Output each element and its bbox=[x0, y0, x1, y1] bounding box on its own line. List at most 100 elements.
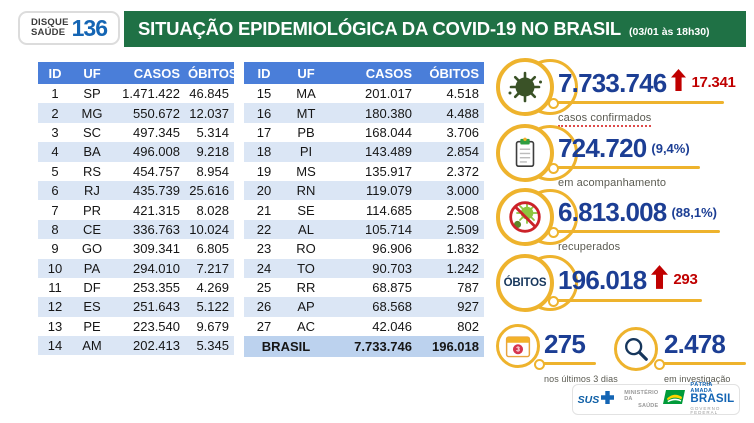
table-cell: 3.706 bbox=[446, 124, 479, 140]
table-cell: PI bbox=[299, 144, 313, 160]
report-timestamp: (03/01 às 18h30) bbox=[629, 26, 710, 38]
table-cell: RS bbox=[82, 163, 102, 179]
sus-label: SUS bbox=[577, 393, 600, 406]
table-row: 23 RO 96.906 1.832 bbox=[244, 239, 484, 259]
logo-number: 136 bbox=[71, 14, 108, 41]
table-cell: 201.017 bbox=[365, 86, 412, 102]
table-cell: 15 bbox=[256, 86, 272, 102]
calendar-badge: 3 bbox=[516, 347, 520, 354]
table-header: ID UF CASOS ÓBITOS bbox=[244, 62, 484, 84]
table-cell: MA bbox=[296, 86, 316, 102]
table-cell: 9 bbox=[51, 241, 59, 257]
yellow-underline bbox=[548, 97, 724, 109]
states-table-left: ID UF CASOS ÓBITOS 1 SP 1.471.422 46.845 2 MG… bbox=[38, 62, 238, 356]
table-cell: 6.805 bbox=[196, 241, 229, 257]
table-cell: SE bbox=[297, 202, 315, 218]
table-row: 17 PB 168.044 3.706 bbox=[244, 122, 484, 143]
virus-icon bbox=[496, 58, 554, 116]
table-row: 4 BA 496.008 9.218 bbox=[38, 142, 234, 162]
table-cell: 96.906 bbox=[372, 241, 412, 257]
col-uf: UF bbox=[83, 65, 101, 81]
ministry-line2: SAÚDE bbox=[638, 402, 659, 409]
table-cell: 7 bbox=[51, 202, 59, 218]
table-row: 8 CE 336.763 10.024 bbox=[38, 219, 234, 240]
table-cell: 309.341 bbox=[133, 241, 180, 257]
table-cell: 550.672 bbox=[133, 105, 180, 121]
table-cell: MT bbox=[296, 105, 316, 121]
yellow-underline bbox=[548, 226, 720, 238]
table-cell: 9.679 bbox=[196, 318, 229, 334]
table-cell: AL bbox=[298, 221, 314, 237]
table-cell: 5 bbox=[51, 163, 59, 179]
table-cell: 22 bbox=[256, 221, 272, 237]
table-row: 20 RN 119.079 3.000 bbox=[244, 180, 484, 201]
table-row: 6 RJ 435.739 25.616 bbox=[38, 180, 234, 201]
table-cell: 119.079 bbox=[365, 183, 412, 199]
ministry-line1: MINISTÉRIO DA bbox=[624, 390, 659, 403]
table-cell: 3 bbox=[51, 124, 59, 140]
table-cell: 12 bbox=[47, 299, 63, 315]
table-cell: RR bbox=[296, 280, 316, 296]
table-cell: 16 bbox=[256, 105, 272, 121]
stat-recovered: 6.813.008 (88,1%) recuperados bbox=[494, 186, 754, 253]
table-cell: 6 bbox=[51, 183, 59, 199]
table-cell: 17 bbox=[256, 124, 272, 140]
monitoring-percent: (9,4%) bbox=[651, 140, 690, 156]
confirmed-value: 7.733.746 bbox=[558, 67, 667, 98]
table-row: 19 MS 135.917 2.372 bbox=[244, 161, 484, 181]
col-casos: CASOS bbox=[365, 65, 412, 81]
table-cell: 20 bbox=[256, 183, 272, 199]
table-header: ID UF CASOS ÓBITOS bbox=[38, 62, 238, 84]
table-cell: 2.509 bbox=[446, 221, 479, 237]
table-cell: AM bbox=[82, 338, 102, 354]
logo-line1: DISQUE bbox=[31, 17, 69, 29]
deaths-value: 196.018 bbox=[558, 264, 647, 295]
brand-sub-label: GOVERNO FEDERAL bbox=[690, 405, 721, 416]
stat-monitoring: 724.720 (9,4%) em acompanhamento bbox=[494, 122, 754, 189]
obitos-circle-icon: ÓBITOS bbox=[496, 254, 554, 312]
total-obitos: 196.018 bbox=[432, 339, 479, 355]
table-row: 21 SE 114.685 2.508 bbox=[244, 200, 484, 220]
table-cell: 10.024 bbox=[189, 221, 229, 237]
table-cell: 1.832 bbox=[446, 241, 479, 257]
table-row: 24 TO 90.703 1.242 bbox=[244, 258, 484, 278]
table-cell: 10 bbox=[47, 260, 63, 276]
table-cell: 8.954 bbox=[196, 163, 229, 179]
table-cell: MG bbox=[81, 105, 103, 121]
table-cell: 46.845 bbox=[189, 86, 229, 102]
table-cell: 223.540 bbox=[133, 318, 180, 334]
table-cell: SP bbox=[83, 86, 101, 102]
recovered-icon-wrap bbox=[496, 188, 578, 252]
recovered-value: 6.813.008 bbox=[558, 197, 667, 227]
table-cell: 25.616 bbox=[189, 183, 229, 199]
table-cell: 5.122 bbox=[196, 299, 229, 315]
table-cell: 9.218 bbox=[196, 144, 229, 160]
deaths-icon-wrap: ÓBITOS bbox=[496, 254, 578, 318]
yellow-underline bbox=[548, 162, 700, 174]
table-row: 16 MT 180.380 4.488 bbox=[244, 103, 484, 123]
table-cell: 802 bbox=[457, 318, 479, 334]
disque-saude-136-logo: DISQUE SAÚDE 136 bbox=[18, 11, 120, 45]
table-cell: 90.703 bbox=[372, 260, 412, 276]
table-row: 5 RS 454.757 8.954 bbox=[38, 161, 234, 181]
table-cell: 4.518 bbox=[446, 86, 479, 102]
table-cell: 5.345 bbox=[196, 338, 229, 354]
patria-amada-brasil-logo: PÁTRIA AMADA BRASIL GOVERNO FEDERAL bbox=[690, 383, 734, 416]
table-cell: 11 bbox=[48, 280, 62, 296]
magnifier-icon-wrap bbox=[614, 327, 678, 391]
total-casos: 7.733.746 bbox=[354, 339, 412, 355]
clipboard-icon bbox=[496, 124, 554, 182]
stat-last-3-days: 3 275 nos últimos 3 dias bbox=[494, 320, 618, 390]
disque-saude-label: DISQUE SAÚDE bbox=[31, 18, 69, 37]
table-cell: 253.355 bbox=[133, 280, 180, 296]
magnifier-icon bbox=[614, 327, 658, 371]
table-cell: 294.010 bbox=[133, 260, 180, 276]
table-cell: 12.037 bbox=[189, 105, 229, 121]
brasil-total-row: BRASIL 7.733.746 196.018 bbox=[244, 336, 484, 358]
table-cell: AC bbox=[296, 318, 316, 334]
table-cell: PA bbox=[83, 260, 101, 276]
table-cell: SC bbox=[82, 124, 102, 140]
table-cell: 454.757 bbox=[133, 163, 180, 179]
last-days-label: nos últimos 3 dias bbox=[544, 374, 618, 384]
